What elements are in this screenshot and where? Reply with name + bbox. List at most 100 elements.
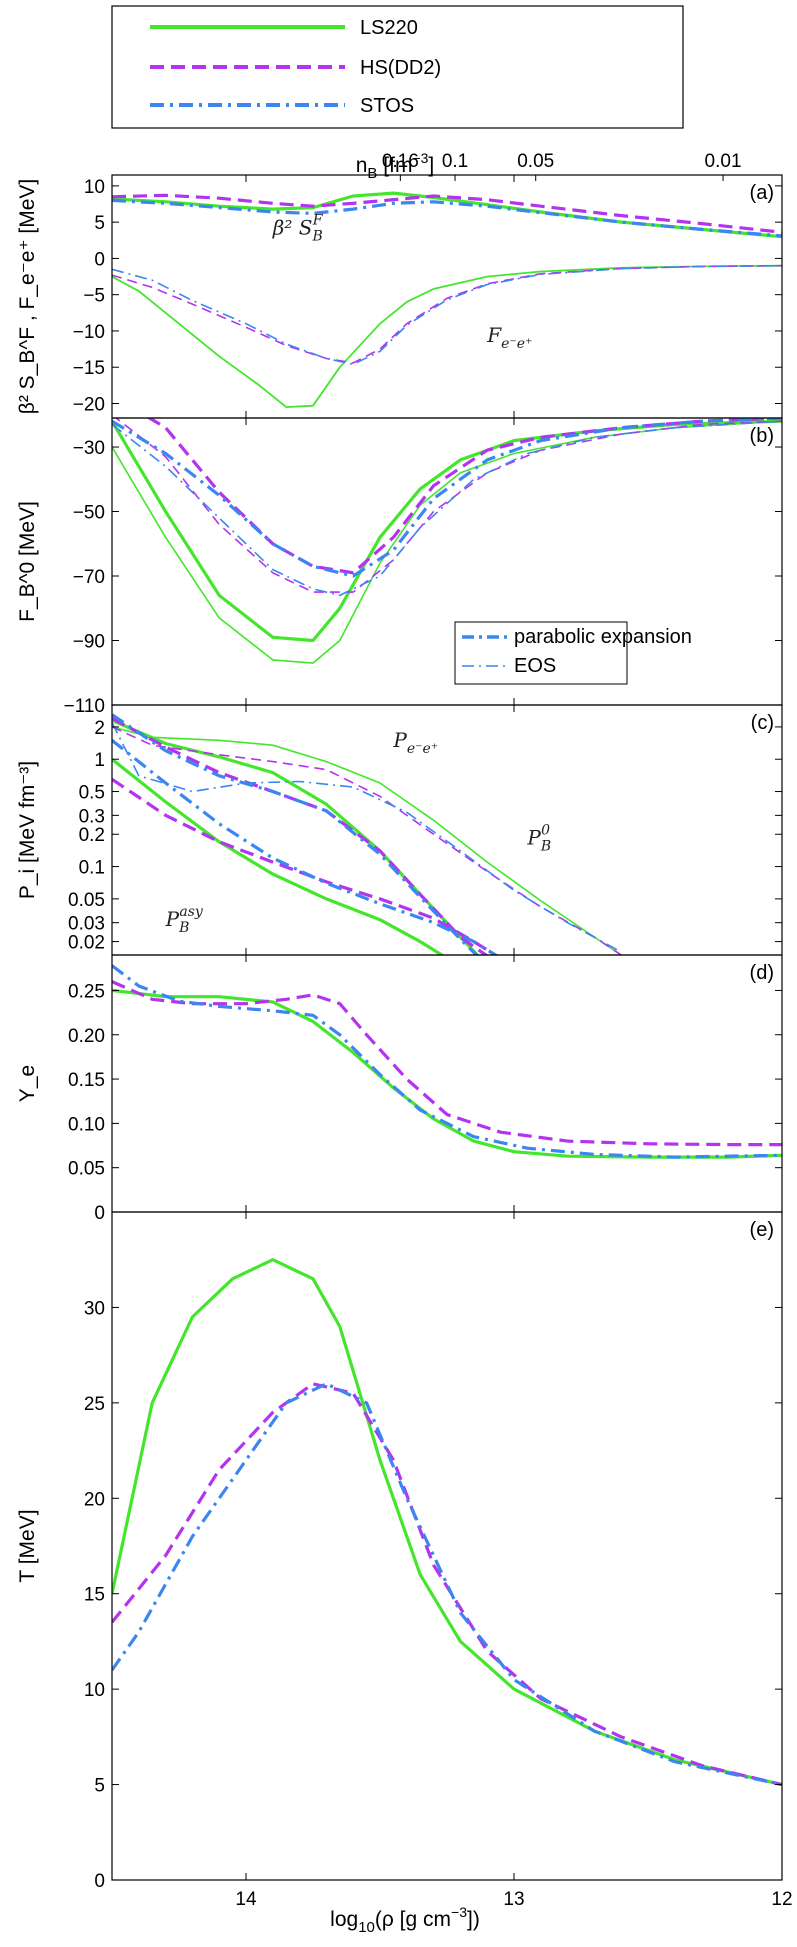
- ylabel-b: F_B^0 [MeV]: [16, 501, 39, 622]
- ylabel-c: P_i [MeV fm⁻³]: [16, 761, 39, 899]
- series-b-stos-4: [112, 418, 782, 578]
- ytick-label-d-4: 0.05: [68, 1159, 105, 1180]
- series-c-stos-7: [112, 739, 499, 955]
- ytick-label-e-4: 10: [84, 1680, 105, 1701]
- panel-b-series: [112, 418, 782, 664]
- xtick-label-1: 13: [503, 1889, 524, 1910]
- panel-tag-c: (c): [751, 712, 774, 734]
- series-a-hsdd2-4: [112, 264, 782, 364]
- panel-e: 30 25 20 15 10 5 0 (e) T [MeV] 14 13 12: [16, 1211, 793, 1910]
- ytick-label-e-0: 30: [84, 1298, 105, 1319]
- series-d-stos-2: [112, 964, 782, 1159]
- legend-b-label-parabolic: parabolic expansion: [514, 626, 692, 648]
- top-tick-label-0: 0.16: [382, 151, 419, 172]
- ytick-label-c-2: 0.5: [79, 783, 105, 804]
- series-e-stos-2: [112, 1382, 782, 1787]
- ytick-label-d-0: 0.25: [68, 981, 105, 1002]
- ytick-label-a-1: 5: [94, 213, 105, 234]
- series-b-hsdd2-2: [146, 418, 782, 575]
- ytick-label-a-6: −20: [73, 394, 105, 415]
- panel-d-frame: [111, 954, 783, 1213]
- ytick-label-b-0: −30: [73, 438, 105, 459]
- ytick-label-c-8: 0.02: [68, 933, 105, 954]
- ytick-label-b-3: −90: [73, 632, 105, 653]
- series-a-hsdd2-1: [112, 193, 782, 234]
- legend-label-stos: STOS: [360, 95, 414, 117]
- ytick-label-d-2: 0.15: [68, 1070, 105, 1091]
- ytick-label-e-3: 15: [84, 1585, 105, 1606]
- panel-e-series: [112, 1258, 782, 1787]
- ytick-label-d-1: 0.20: [68, 1026, 105, 1047]
- ytick-label-d-3: 0.10: [68, 1114, 105, 1135]
- xtick-label-2: 12: [771, 1889, 792, 1910]
- xtick-label-0: 14: [235, 1889, 257, 1910]
- series-a-stos-5: [112, 264, 782, 366]
- ytick-label-e-5: 5: [94, 1776, 105, 1797]
- legend-b-label-eos: EOS: [514, 655, 556, 677]
- panel-d: 0.25 0.20 0.15 0.10 0.05 0 (d) Y_e: [16, 954, 783, 1224]
- panel-b: −30 −50 −70 −90 −110 (b) F_B^0 [MeV]: [16, 417, 783, 717]
- legend-label-hsdd2: HS(DD2): [360, 57, 441, 79]
- panel-d-series: [112, 964, 782, 1159]
- annotation-c-2: PBasy: [165, 904, 204, 936]
- series-c-hsdd2-4: [112, 777, 499, 955]
- top-axis-label: nB [fm−3]: [356, 150, 435, 182]
- ytick-label-e-1: 25: [84, 1394, 105, 1415]
- series-c-ls220-1: [112, 757, 445, 955]
- panel-tag-e: (e): [750, 1219, 774, 1241]
- series-c-stos-6: [112, 713, 479, 955]
- ytick-label-d-5: 0: [94, 1203, 105, 1224]
- panel-a-frame: [111, 174, 783, 419]
- ytick-label-a-5: −15: [73, 358, 105, 379]
- panel-a-series: [112, 191, 782, 409]
- top-tick-label-1: 0.1: [442, 151, 468, 172]
- ytick-label-c-3: 0.3: [79, 806, 105, 827]
- ytick-label-a-3: −5: [83, 286, 105, 307]
- ytick-label-a-4: −10: [73, 322, 105, 343]
- annotation-c-0: Pe⁻e⁺: [392, 728, 438, 757]
- legend-top: LS220 HS(DD2) STOS: [111, 5, 684, 129]
- ytick-label-e-2: 20: [84, 1489, 105, 1510]
- panel-c-series: [112, 713, 622, 955]
- panel-tag-a: (a): [750, 182, 774, 204]
- series-c-stos-8: [112, 722, 622, 953]
- legend-panel-b: parabolic expansion EOS: [454, 621, 692, 685]
- annotation-c-1: PB0: [526, 823, 551, 855]
- series-a-ls220-3: [112, 264, 782, 409]
- ytick-label-c-6: 0.05: [68, 890, 105, 911]
- top-axis-ticks: 0.160.10.050.010.001: [382, 151, 742, 181]
- panel-tag-d: (d): [750, 962, 774, 984]
- ytick-label-c-1: 1: [94, 750, 105, 771]
- top-tick-label-3: 0.01: [705, 151, 742, 172]
- ytick-label-a-2: 0: [94, 249, 105, 270]
- series-d-ls220-0: [112, 988, 782, 1159]
- top-tick-label-2: 0.05: [517, 151, 554, 172]
- series-a-ls220-0: [112, 191, 782, 239]
- ylabel-a: β² S_B^F , F_e⁻e⁺ [MeV]: [16, 179, 39, 415]
- ytick-label-c-5: 0.1: [79, 858, 105, 879]
- annotation-a-0: β² SBF: [272, 212, 324, 244]
- ytick-label-b-2: −70: [73, 567, 105, 588]
- ytick-label-e-6: 0: [94, 1871, 105, 1892]
- series-b-ls220-1: [112, 420, 782, 664]
- panel-a: 10 5 0 −5 −10 −15 −20 (a) β² S_B^F , F_e⁻e⁺ [MeV…: [16, 174, 783, 419]
- x-axis-label: log10(ρ [g cm−3]): [330, 1904, 480, 1936]
- annotation-a-1: Fe⁻e⁺: [486, 323, 532, 352]
- panel-tag-b: (b): [750, 425, 774, 447]
- series-e-ls220-0: [112, 1258, 782, 1787]
- series-b-stos-5: [112, 420, 782, 597]
- panel-c: 2 1 0.50.30.2 0.1 0.05 0.030.02 (c) P_i [MeV fm…: [16, 704, 783, 956]
- series-c-ls220-2: [112, 726, 622, 955]
- ytick-label-b-1: −50: [73, 503, 105, 524]
- series-e-hsdd2-1: [112, 1382, 782, 1787]
- series-d-hsdd2-1: [112, 980, 782, 1147]
- series-a-stos-2: [112, 198, 782, 238]
- legend-b-frame: [454, 621, 628, 685]
- panel-b-frame: [111, 417, 783, 706]
- ytick-label-c-0: 2: [94, 718, 105, 739]
- ytick-label-c-4: 0.2: [79, 825, 105, 846]
- panel-e-frame: [111, 1211, 783, 1881]
- ylabel-d: Y_e: [16, 1065, 39, 1102]
